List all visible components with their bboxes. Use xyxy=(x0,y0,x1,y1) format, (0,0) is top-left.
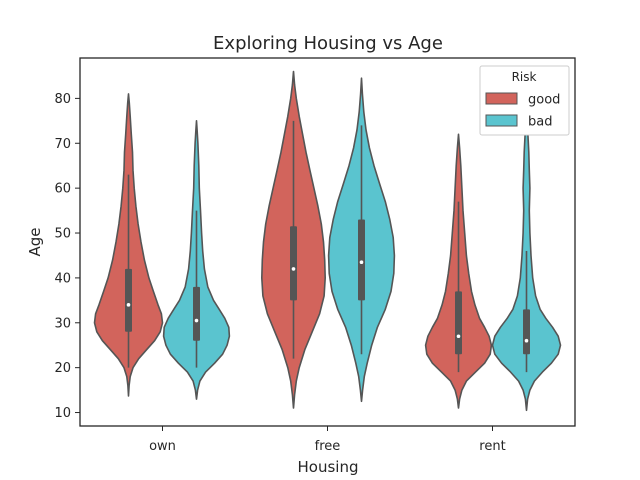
y-tick-label: 40 xyxy=(54,271,71,286)
median-dot-bad-own xyxy=(194,318,199,323)
legend-title: Risk xyxy=(512,70,537,84)
median-dot-bad-free xyxy=(359,260,364,264)
x-tick-label: own xyxy=(149,439,176,454)
median-dot-good-free xyxy=(291,267,296,271)
x-axis-label: Housing xyxy=(298,458,359,476)
iqr-box-good-own xyxy=(125,268,132,332)
iqr-box-bad-free xyxy=(358,219,365,301)
legend-label-good: good xyxy=(528,93,560,108)
median-dot-good-rent xyxy=(456,334,461,339)
legend-swatch-good xyxy=(485,92,518,105)
x-tick-label: rent xyxy=(479,439,505,454)
axes-frame xyxy=(79,57,576,427)
y-tick-label: 70 xyxy=(54,137,71,152)
x-tick-label: free xyxy=(315,439,341,454)
iqr-box-good-rent xyxy=(455,291,462,355)
y-tick-label: 10 xyxy=(54,406,71,421)
y-tick-label: 80 xyxy=(54,92,71,107)
legend-label-bad: bad xyxy=(528,115,552,130)
y-axis-label: Age xyxy=(26,227,44,256)
median-dot-bad-rent xyxy=(524,338,529,343)
y-tick-label: 50 xyxy=(54,227,71,242)
y-tick-label: 60 xyxy=(54,182,71,197)
iqr-box-bad-rent xyxy=(523,309,530,355)
legend: Risk good bad xyxy=(479,65,570,136)
y-tick-label: 30 xyxy=(54,316,71,331)
legend-swatch-bad xyxy=(485,114,518,127)
iqr-box-bad-own xyxy=(193,286,200,341)
y-tick-label: 20 xyxy=(54,361,71,376)
chart-title: Exploring Housing vs Age xyxy=(213,33,443,54)
iqr-box-good-free xyxy=(290,226,297,301)
median-dot-good-own xyxy=(126,303,131,307)
